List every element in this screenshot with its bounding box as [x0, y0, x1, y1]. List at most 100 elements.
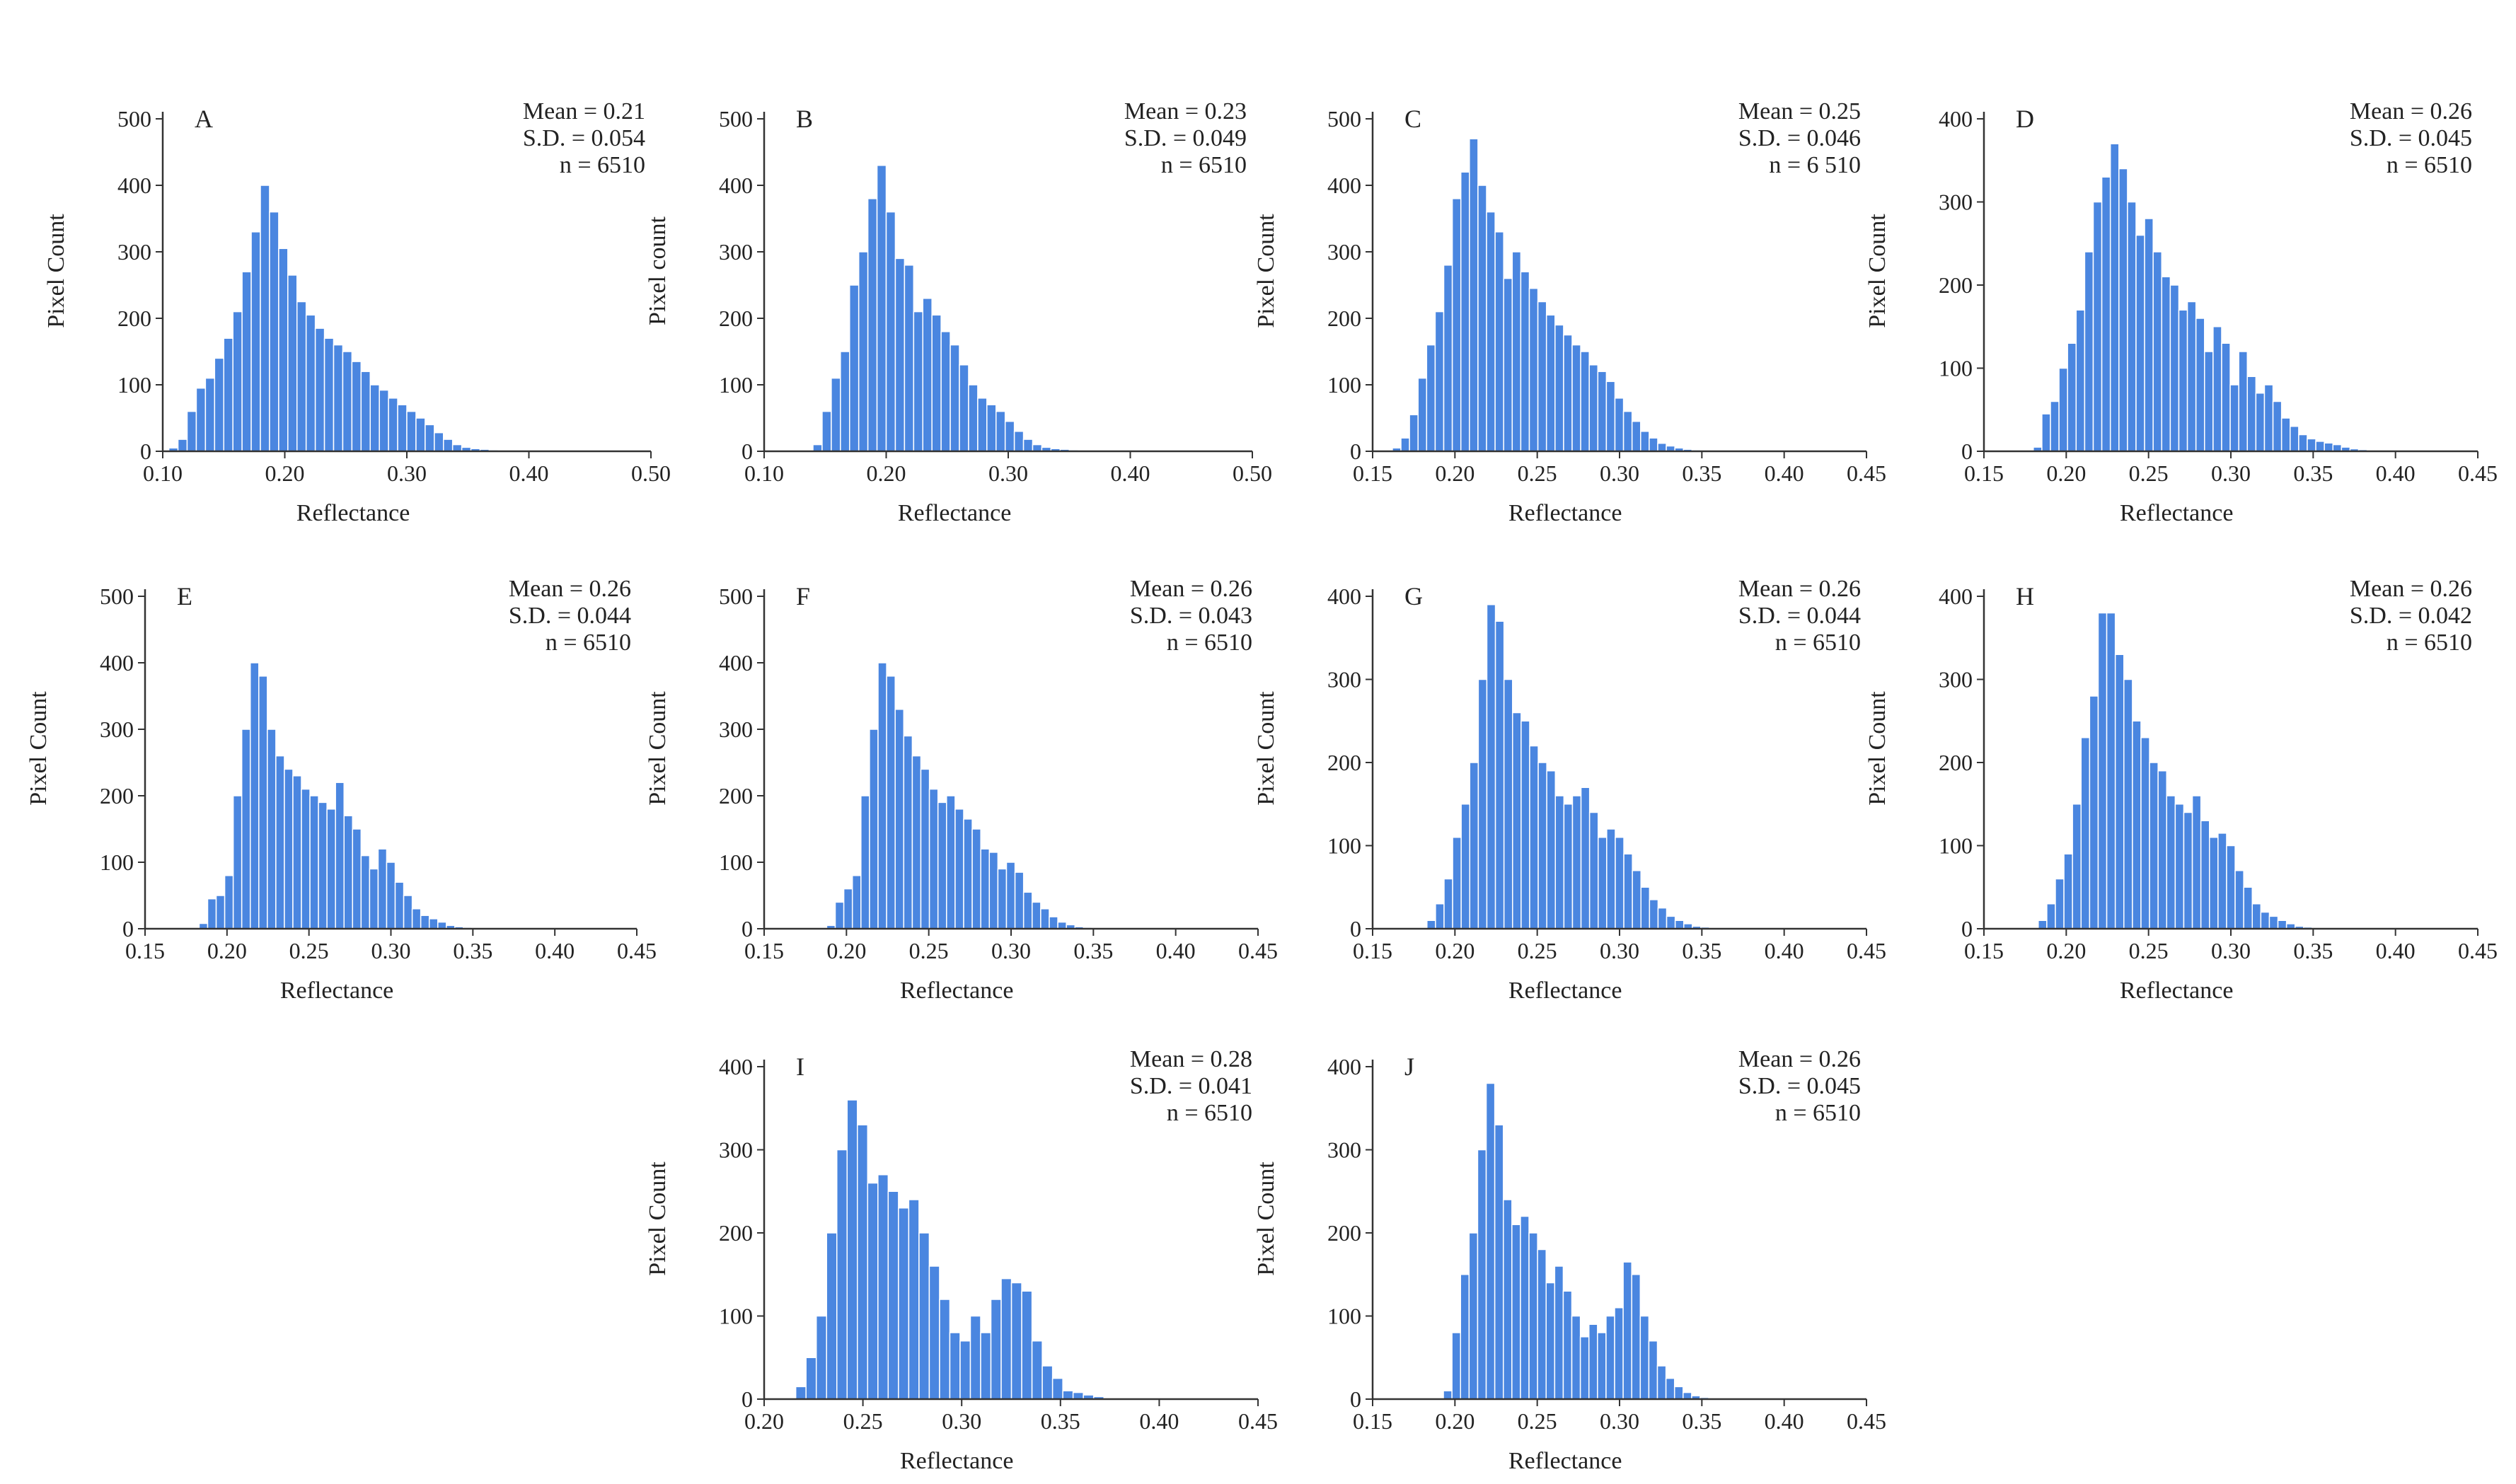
histogram-bar — [2123, 678, 2133, 929]
histogram-bar — [1051, 1377, 1063, 1400]
histogram-bar — [2072, 804, 2082, 929]
y-tick-label: 400 — [719, 1054, 753, 1079]
mean-text: Mean = 0.26 — [2350, 98, 2472, 124]
histogram-bar — [2041, 413, 2051, 452]
histogram-bar — [1605, 381, 1616, 452]
histogram-bar — [849, 284, 860, 452]
histogram-bar — [1622, 410, 1633, 452]
histogram-svg: 0.20 0.25 0.30 0.35 0.40 0.45 0 100 200 300 400 Ref… — [645, 1046, 1278, 1474]
x-tick-label: 0.45 — [1847, 938, 1886, 963]
histogram-bar — [1631, 420, 1641, 452]
x-tick-label: 0.45 — [2458, 938, 2498, 963]
x-tick-label: 0.25 — [2129, 460, 2169, 486]
y-tick-label: 500 — [719, 106, 753, 132]
histogram-bar — [2183, 811, 2193, 929]
histogram-bar — [2149, 762, 2159, 929]
histogram-bar — [1588, 364, 1599, 452]
histogram-bar — [369, 868, 379, 929]
histogram-bar — [1469, 138, 1479, 452]
histogram-bar — [403, 895, 413, 929]
panel-letter: A — [195, 105, 213, 133]
y-tick-label: 100 — [100, 850, 134, 875]
histogram-bar — [207, 898, 217, 929]
x-tick-label: 0.30 — [1600, 938, 1639, 963]
histogram-bar — [2229, 384, 2239, 452]
histogram-bar — [215, 895, 226, 929]
histogram-bar — [1511, 1224, 1521, 1400]
x-tick-label: 0.15 — [1353, 1408, 1392, 1434]
x-tick-label: 0.15 — [1353, 938, 1392, 963]
histogram-bar — [1443, 1390, 1453, 1400]
histogram-bar — [2101, 176, 2111, 452]
panel-letter: C — [1404, 105, 1421, 133]
histogram-bar — [369, 384, 380, 452]
histogram-bar — [886, 676, 896, 929]
histogram-bar — [301, 788, 311, 929]
histogram-bar — [1032, 901, 1041, 929]
y-axis-title: Pixel Count — [1253, 214, 1279, 328]
histogram-bar — [831, 377, 841, 452]
histogram-bar — [250, 231, 261, 452]
y-tick-label: 0 — [122, 916, 134, 941]
histogram-bar — [857, 1124, 869, 1400]
histogram-bar — [1666, 915, 1676, 929]
histogram-bar — [1010, 1282, 1022, 1400]
histogram-bar — [1520, 1215, 1530, 1400]
histogram-bar — [977, 398, 988, 452]
histogram-bar — [1649, 899, 1659, 929]
y-tick-label: 100 — [1939, 833, 1973, 859]
sd-text: S.D. = 0.044 — [509, 603, 631, 629]
histogram-bar — [980, 1332, 992, 1400]
histogram-bar — [1528, 287, 1539, 452]
x-tick-label: 0.30 — [2211, 938, 2251, 963]
x-tick-label: 0.25 — [1518, 460, 1557, 486]
histogram-bar — [258, 676, 268, 929]
n-text: n = 6510 — [1167, 1100, 1252, 1126]
sd-text: S.D. = 0.046 — [1738, 125, 1861, 151]
histogram-bar — [1615, 837, 1625, 929]
y-tick-label: 300 — [100, 717, 134, 742]
histogram-bar — [360, 371, 371, 452]
y-tick-label: 300 — [719, 1137, 753, 1163]
x-tick-label: 0.25 — [909, 938, 949, 963]
sd-text: S.D. = 0.054 — [523, 125, 645, 151]
x-tick-label: 0.45 — [1238, 938, 1278, 963]
histogram-bar — [1656, 1365, 1667, 1400]
histogram-bar — [1537, 301, 1547, 452]
histogram-bar — [1657, 907, 1668, 929]
histogram-bar — [2200, 820, 2210, 929]
panel-letter: I — [796, 1053, 804, 1081]
histogram-bar — [1057, 921, 1067, 929]
histogram-bar — [309, 795, 319, 929]
histogram-bar — [1639, 1315, 1650, 1400]
y-tick-label: 0 — [1961, 916, 1973, 941]
histogram-bar — [1451, 1332, 1461, 1400]
histogram-bar — [1537, 762, 1547, 929]
y-tick-label: 400 — [1327, 173, 1361, 198]
histogram-bar — [851, 875, 862, 929]
histogram-bar — [1021, 1290, 1033, 1400]
x-tick-label: 0.20 — [1435, 1408, 1475, 1434]
x-tick-label: 0.40 — [1765, 460, 1804, 486]
x-axis-title: Reflectance — [2120, 978, 2233, 1004]
y-axis-title: Pixel Count — [1253, 691, 1279, 806]
x-axis-title: Reflectance — [296, 500, 410, 526]
histogram-bar — [1571, 795, 1582, 929]
histogram-bar — [2277, 920, 2287, 929]
histogram-bar — [195, 387, 207, 452]
histogram-bar — [920, 768, 930, 929]
x-tick-label: 0.30 — [371, 938, 411, 963]
histogram-bar — [1460, 171, 1470, 452]
x-tick-label: 0.40 — [509, 460, 549, 486]
x-tick-label: 0.25 — [2129, 938, 2169, 963]
histogram-bar — [278, 248, 289, 452]
mean-text: Mean = 0.28 — [1130, 1046, 1252, 1072]
histogram-bar — [1545, 314, 1556, 452]
histogram-bar — [1622, 1261, 1632, 1400]
histogram-bar — [922, 298, 933, 452]
x-tick-label: 0.20 — [265, 460, 305, 486]
y-tick-label: 400 — [100, 650, 134, 676]
x-tick-label: 0.50 — [1233, 460, 1272, 486]
x-tick-label: 0.40 — [2376, 938, 2416, 963]
histogram-bar — [1640, 431, 1650, 452]
